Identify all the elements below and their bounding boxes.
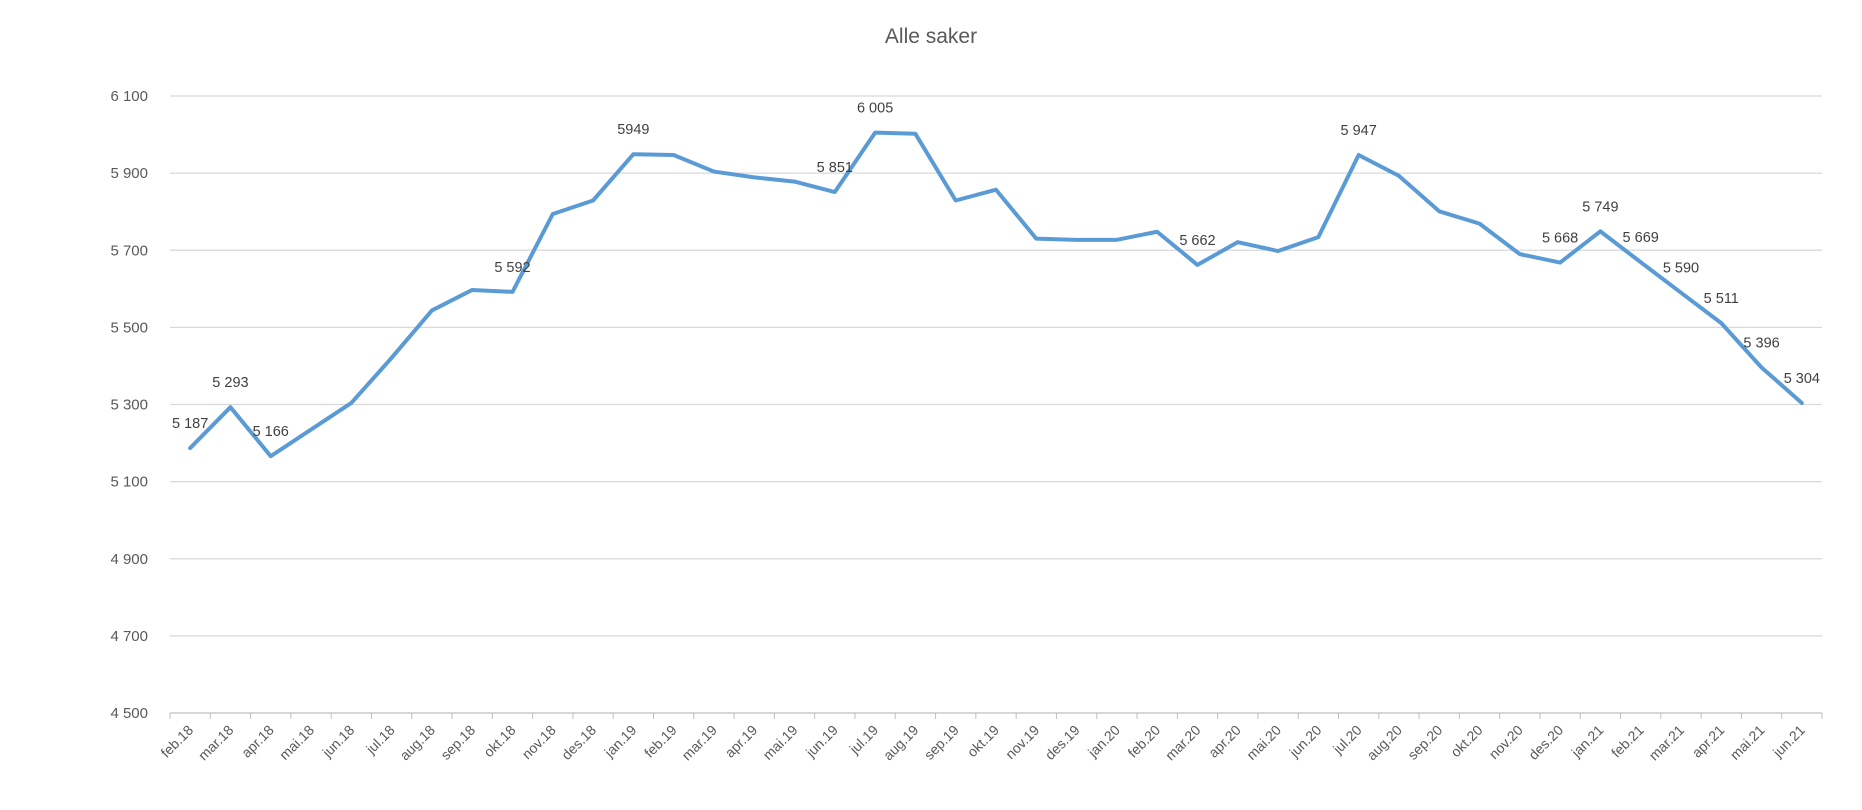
y-tick-label: 5 700 bbox=[110, 242, 148, 259]
x-tick-label: jul.20 bbox=[1329, 722, 1365, 758]
x-tick-label: jul.18 bbox=[362, 722, 398, 758]
x-tick-label: jan.19 bbox=[600, 722, 639, 761]
y-axis-tick-labels: 4 500 4 700 4 900 5 100 5 300 5 500 5 700 5 900… bbox=[110, 88, 148, 722]
series-layer bbox=[188, 130, 1804, 459]
data-label: 5 293 bbox=[212, 375, 248, 391]
data-label: 5 592 bbox=[494, 260, 530, 276]
x-tick-label: apr.21 bbox=[1689, 722, 1728, 761]
data-label: 5 304 bbox=[1784, 371, 1820, 387]
x-tick-label: okt.18 bbox=[480, 722, 518, 760]
x-tick-label: apr.20 bbox=[1205, 722, 1244, 761]
data-label: 5 749 bbox=[1582, 199, 1618, 215]
x-tick-label: apr.19 bbox=[722, 722, 761, 761]
x-tick-label: feb.20 bbox=[1124, 722, 1163, 761]
y-tick-label: 4 700 bbox=[110, 628, 148, 645]
x-tick-label: aug.18 bbox=[396, 722, 438, 764]
x-tick-label: aug.20 bbox=[1363, 722, 1405, 764]
x-tick-label: sep.18 bbox=[437, 722, 478, 763]
data-label: 5 851 bbox=[817, 160, 853, 176]
y-tick-label: 4 500 bbox=[110, 705, 148, 722]
y-tick-label: 6 100 bbox=[110, 88, 148, 105]
x-tick-label: jun.21 bbox=[1769, 722, 1808, 761]
x-tick-label: mai.21 bbox=[1727, 722, 1768, 763]
x-tick-label: des.18 bbox=[558, 722, 599, 763]
data-label: 5 662 bbox=[1179, 233, 1215, 249]
y-tick-label: 5 500 bbox=[110, 319, 148, 336]
series-line bbox=[188, 130, 1804, 459]
x-tick-label: jun.19 bbox=[802, 722, 841, 761]
x-tick-label: mai.18 bbox=[276, 722, 317, 763]
y-tick-label: 5 300 bbox=[110, 397, 148, 414]
x-tick-label: okt.20 bbox=[1447, 722, 1485, 760]
data-label: 5 669 bbox=[1623, 230, 1659, 246]
data-label: 5 947 bbox=[1340, 123, 1376, 139]
y-tick-label: 4 900 bbox=[110, 551, 148, 568]
x-tick-label: apr.18 bbox=[238, 722, 277, 761]
x-tick-label: nov.18 bbox=[519, 722, 559, 762]
x-tick-label: feb.21 bbox=[1608, 722, 1647, 761]
x-tick-label: sep.20 bbox=[1404, 722, 1445, 763]
y-tick-label: 5 100 bbox=[110, 474, 148, 491]
x-tick-label: okt.19 bbox=[964, 722, 1002, 760]
x-tick-label: jul.19 bbox=[846, 722, 882, 758]
x-tick-label: nov.19 bbox=[1002, 722, 1042, 762]
x-tick-label: mai.19 bbox=[760, 722, 801, 763]
data-label: 5 396 bbox=[1743, 335, 1779, 351]
x-tick-label: nov.20 bbox=[1486, 722, 1526, 762]
y-tick-label: 5 900 bbox=[110, 165, 148, 182]
x-tick-label: jan.20 bbox=[1084, 722, 1123, 761]
data-label: 5949 bbox=[617, 122, 649, 138]
x-tick-label: aug.19 bbox=[880, 722, 922, 764]
data-label: 6 005 bbox=[857, 101, 893, 117]
x-tick-label: des.19 bbox=[1042, 722, 1083, 763]
x-tick-label: mar.20 bbox=[1162, 722, 1204, 764]
x-tick-label: mai.20 bbox=[1243, 722, 1284, 763]
x-tick-label: sep.19 bbox=[921, 722, 962, 763]
data-labels: 5 187 5 293 5 166 5 592 5949 5 851 6 005 5 662 5… bbox=[172, 101, 1820, 441]
chart-title: Alle saker bbox=[885, 25, 977, 48]
x-tick-label: feb.18 bbox=[157, 722, 196, 761]
x-tick-label: mar.19 bbox=[678, 722, 720, 764]
x-tick-label: des.20 bbox=[1525, 722, 1566, 763]
data-label: 5 511 bbox=[1704, 291, 1739, 307]
data-label: 5 166 bbox=[253, 424, 289, 440]
gridlines bbox=[170, 95, 1822, 637]
data-label: 5 187 bbox=[172, 416, 208, 432]
x-tick-label: mar.21 bbox=[1646, 722, 1688, 764]
x-tick-label: feb.19 bbox=[641, 722, 680, 761]
data-label: 5 668 bbox=[1542, 231, 1578, 247]
x-tick-label: jun.20 bbox=[1285, 722, 1324, 761]
x-tick-label: jun.18 bbox=[318, 722, 357, 761]
data-label: 5 590 bbox=[1663, 261, 1699, 277]
x-tick-label: jan.21 bbox=[1568, 722, 1607, 761]
x-tick-label: mar.18 bbox=[195, 722, 237, 764]
